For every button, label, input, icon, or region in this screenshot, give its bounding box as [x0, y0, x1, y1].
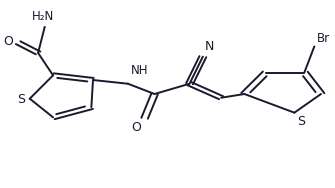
Text: S: S	[297, 114, 305, 127]
Text: NH: NH	[131, 64, 148, 77]
Text: O: O	[131, 121, 141, 134]
Text: Br: Br	[317, 32, 330, 45]
Text: O: O	[3, 35, 13, 48]
Text: S: S	[17, 93, 25, 106]
Text: N: N	[204, 40, 214, 53]
Text: H₂N: H₂N	[32, 10, 54, 23]
